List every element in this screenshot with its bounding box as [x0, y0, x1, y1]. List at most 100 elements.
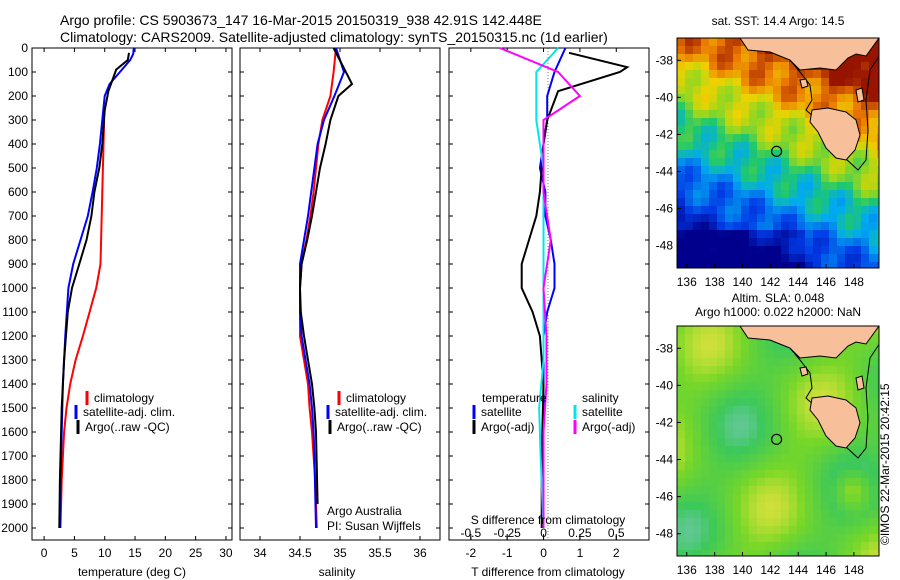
heatmap-cell — [765, 350, 774, 359]
heatmap-cell — [789, 542, 798, 551]
heatmap-cell — [733, 518, 742, 527]
heatmap-cell — [821, 510, 830, 519]
heatmap-cell — [741, 46, 750, 55]
heatmap-cell — [797, 438, 806, 447]
heatmap-cell — [765, 214, 774, 223]
heatmap-cell — [853, 526, 862, 535]
heatmap-cell — [765, 166, 774, 175]
heatmap-cell — [709, 70, 718, 79]
heatmap-cell — [685, 350, 694, 359]
heatmap-cell — [821, 150, 830, 159]
heatmap-cell — [677, 374, 686, 383]
heatmap-cell — [877, 158, 879, 167]
heatmap-cell — [709, 150, 718, 159]
heatmap-cell — [869, 246, 878, 255]
heatmap-cell — [869, 126, 878, 135]
heatmap-cell — [813, 438, 822, 447]
heatmap-cell — [677, 454, 686, 463]
heatmap-cell — [677, 462, 686, 471]
heatmap-cell — [725, 382, 734, 391]
heatmap-cell — [733, 534, 742, 543]
heatmap-cell — [693, 182, 702, 191]
heatmap-cell — [733, 430, 742, 439]
legend-climatology: climatology — [346, 391, 406, 405]
salinity-panel: 34 34.5 35 35.5 36 salinity climatology sate… — [239, 47, 441, 579]
heatmap-cell — [733, 326, 742, 335]
heatmap-cell — [709, 62, 718, 71]
heatmap-cell — [685, 86, 694, 95]
heatmap-cell — [869, 446, 878, 455]
heatmap-cell — [709, 542, 718, 551]
x-tick-label: 25 — [189, 546, 203, 560]
heatmap-cell — [765, 390, 774, 399]
heatmap-cell — [717, 494, 726, 503]
sla-map-title-line2: Argo h1000: 0.022 h2000: NaN — [695, 305, 861, 319]
heatmap-cell — [877, 110, 879, 119]
heatmap-cell — [829, 174, 838, 183]
heatmap-cell — [717, 534, 726, 543]
heatmap-cell — [805, 462, 814, 471]
heatmap-cell — [693, 246, 702, 255]
heatmap-cell — [797, 494, 806, 503]
heatmap-cell — [813, 478, 822, 487]
heatmap-cell — [693, 94, 702, 103]
heatmap-cell — [733, 174, 742, 183]
heatmap-cell — [685, 222, 694, 231]
heatmap-cell — [741, 358, 750, 367]
series-line-salinity-satellite — [535, 47, 559, 529]
heatmap-cell — [877, 190, 879, 199]
heatmap-cell — [741, 190, 750, 199]
heatmap-cell — [829, 374, 838, 383]
heatmap-cell — [837, 486, 846, 495]
heatmap-cell — [757, 462, 766, 471]
heatmap-cell — [725, 438, 734, 447]
heatmap-cell — [733, 446, 742, 455]
heatmap-cell — [757, 190, 766, 199]
heatmap-cell — [709, 126, 718, 135]
heatmap-cell — [773, 70, 782, 79]
heatmap-cell — [725, 206, 734, 215]
heatmap-cell — [813, 254, 822, 263]
heatmap-cell — [877, 494, 879, 503]
heatmap-cell — [677, 94, 686, 103]
heatmap-cell — [725, 102, 734, 111]
heatmap-cell — [733, 214, 742, 223]
heatmap-cell — [701, 118, 710, 127]
heatmap-cell — [749, 110, 758, 119]
heatmap-cell — [773, 414, 782, 423]
heatmap-cell — [845, 230, 854, 239]
heatmap-cell — [685, 238, 694, 247]
heatmap-cell — [757, 134, 766, 143]
heatmap-cell — [845, 510, 854, 519]
heatmap-cell — [733, 406, 742, 415]
heatmap-cell — [877, 462, 879, 471]
heatmap-cell — [709, 334, 718, 343]
heatmap-cell — [765, 454, 774, 463]
heatmap-cell — [701, 126, 710, 135]
heatmap-cell — [869, 134, 878, 143]
heatmap-cell — [805, 502, 814, 511]
heatmap-cell — [781, 350, 790, 359]
heatmap-cell — [837, 102, 846, 111]
heatmap-cell — [693, 550, 702, 556]
heatmap-cell — [813, 462, 822, 471]
heatmap-cell — [853, 54, 862, 63]
heatmap-cell — [853, 518, 862, 527]
heatmap-cell — [717, 334, 726, 343]
heatmap-cell — [789, 190, 798, 199]
heatmap-cell — [717, 326, 726, 335]
heatmap-cell — [757, 510, 766, 519]
heatmap-cell — [693, 382, 702, 391]
heatmap-cell — [677, 126, 686, 135]
heatmap-cell — [813, 70, 822, 79]
heatmap-cell — [685, 398, 694, 407]
legend-heading-temperature: temperature — [482, 391, 547, 405]
heatmap-cell — [813, 550, 822, 556]
heatmap-cell — [725, 414, 734, 423]
heatmap-cell — [693, 542, 702, 551]
heatmap-cell — [677, 358, 686, 367]
heatmap-cell — [813, 206, 822, 215]
heatmap-cell — [709, 414, 718, 423]
heatmap-cell — [765, 446, 774, 455]
lat-tick-label: -48 — [656, 527, 674, 541]
